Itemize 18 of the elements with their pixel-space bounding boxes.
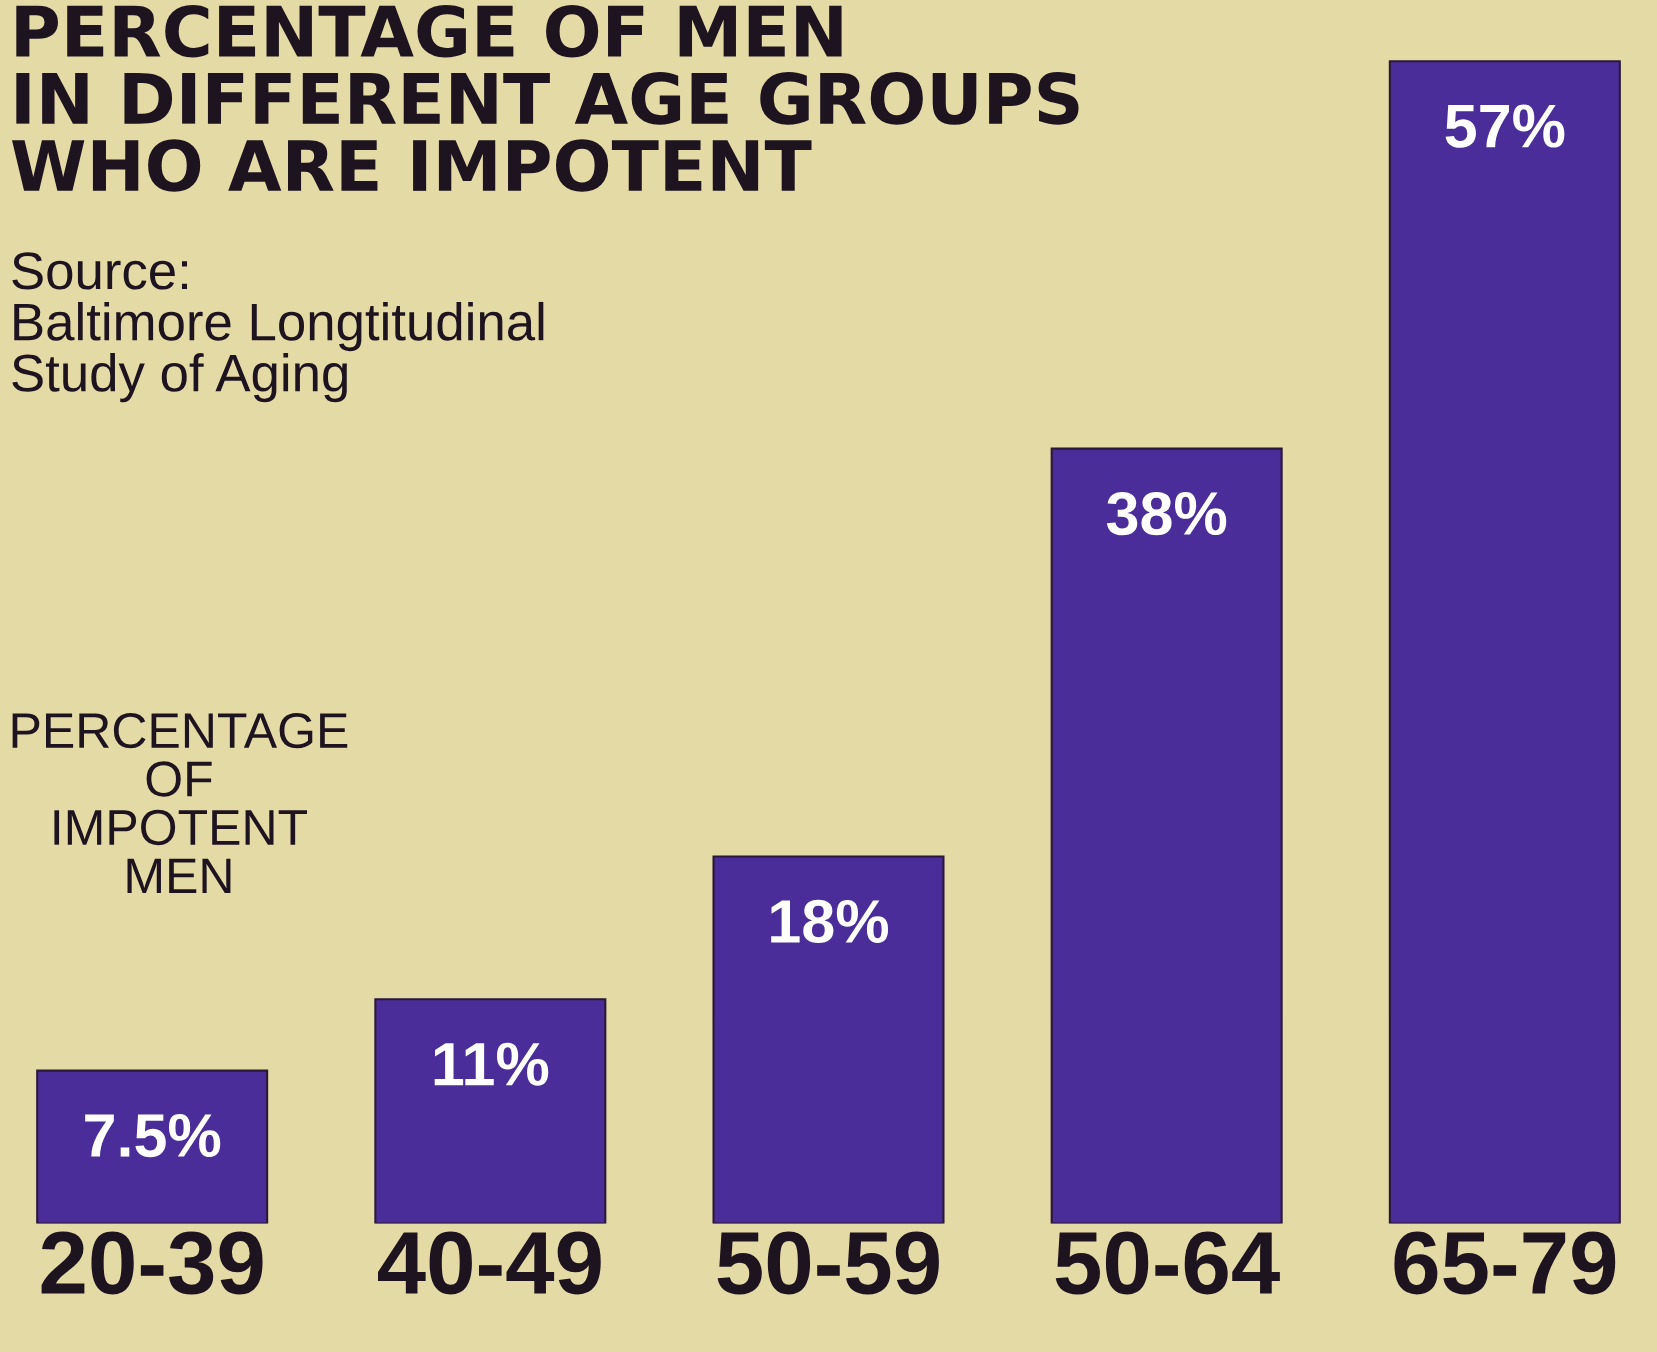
- data-label: 57%: [1445, 104, 1565, 148]
- bar: [712, 855, 945, 1224]
- annotation: Source: Baltimore Longtitudinal Study of Aging: [12, 252, 544, 403]
- data-label: 7.5%: [85, 1114, 221, 1158]
- x-tick-label: 65-79: [1394, 1231, 1616, 1295]
- x-tick-label: 40-49: [378, 1231, 601, 1295]
- data-label: 18%: [771, 899, 889, 944]
- x-tick-label: 50-59: [717, 1231, 939, 1295]
- data-label: 38%: [1106, 491, 1227, 536]
- x-tick-label: 20-39: [41, 1231, 263, 1295]
- bar: [36, 1069, 269, 1224]
- data-label: 11%: [434, 1042, 549, 1086]
- bar: [1050, 447, 1283, 1224]
- y-axis-title: PERCENTAGE OF IMPOTENT MEN: [12, 712, 348, 894]
- bar: [1388, 60, 1621, 1224]
- bar: [374, 998, 607, 1224]
- x-tick-label: 50-64: [1055, 1231, 1280, 1295]
- text: PERCENTAGE OF MEN IN DIFFERENT AGE GROUPS WHO ARE IMPOTENT: [12, 4, 1079, 192]
